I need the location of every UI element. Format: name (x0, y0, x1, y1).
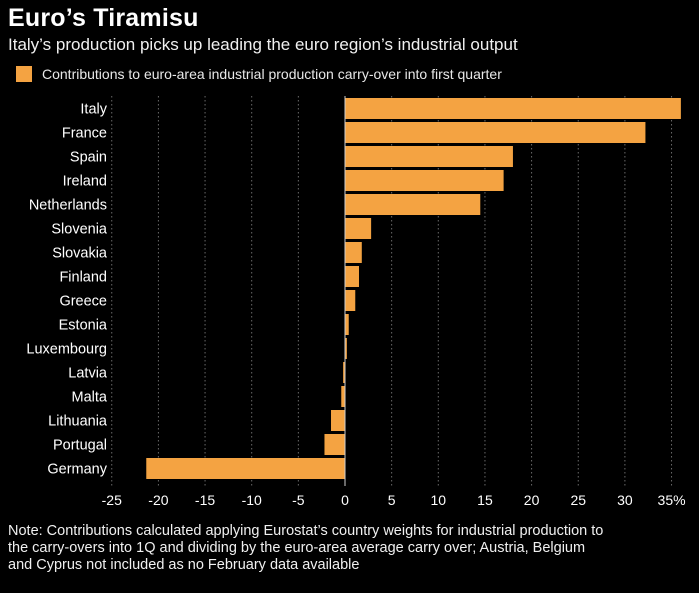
legend-label: Contributions to euro-area industrial pr… (42, 66, 502, 82)
bar (331, 410, 345, 431)
x-tick-label: 0 (341, 492, 349, 508)
category-label: Estonia (59, 318, 108, 334)
category-label: France (62, 126, 107, 142)
category-label: Portugal (53, 438, 107, 454)
x-tick-label: -15 (195, 492, 215, 508)
bar (324, 434, 345, 455)
bar (345, 194, 481, 215)
bar (146, 458, 345, 479)
x-tick-label: -20 (148, 492, 168, 508)
x-tick-label: 5 (388, 492, 396, 508)
bar (341, 386, 345, 407)
x-tick-label: -10 (242, 492, 262, 508)
bar (343, 362, 345, 383)
chart-subtitle: Italy’s production picks up leading the … (8, 35, 518, 54)
x-tick-label: 10 (431, 492, 447, 508)
x-tick-label: 15 (477, 492, 493, 508)
category-label: Slovenia (51, 222, 108, 238)
bar (345, 290, 356, 311)
bar (345, 266, 359, 287)
bar (345, 314, 349, 335)
bar (345, 218, 372, 239)
category-label: Finland (59, 270, 107, 286)
category-label: Ireland (63, 174, 107, 190)
chart-title: Euro’s Tiramisu (8, 4, 199, 32)
category-label: Malta (72, 390, 108, 406)
legend-swatch (16, 66, 32, 82)
x-tick-label: 35% (658, 492, 686, 508)
bar (345, 242, 362, 263)
category-label: Luxembourg (26, 342, 107, 358)
x-tick-label: 25 (570, 492, 586, 508)
x-tick-label: -25 (102, 492, 122, 508)
legend: Contributions to euro-area industrial pr… (16, 66, 502, 82)
bar (345, 98, 681, 119)
bar-chart: -25 -20 -15 -10 -5 0 5 10 15 20 25 30 35% Italy France… (26, 96, 686, 508)
bar (345, 146, 513, 167)
x-tick-label: 20 (524, 492, 540, 508)
chart-note: Note: Contributions calculated applying … (8, 523, 604, 573)
x-tick-label: 30 (617, 492, 633, 508)
x-tick-label: -5 (292, 492, 305, 508)
category-label: Latvia (68, 366, 108, 382)
category-label: Lithuania (48, 414, 108, 430)
category-label: Greece (59, 294, 107, 310)
category-label: Italy (80, 102, 107, 118)
category-label: Slovakia (52, 246, 108, 262)
category-label: Germany (47, 462, 107, 478)
category-label: Spain (70, 150, 107, 166)
bar (345, 338, 347, 359)
bar (345, 170, 504, 191)
category-label: Netherlands (29, 198, 107, 214)
bar (345, 122, 646, 143)
